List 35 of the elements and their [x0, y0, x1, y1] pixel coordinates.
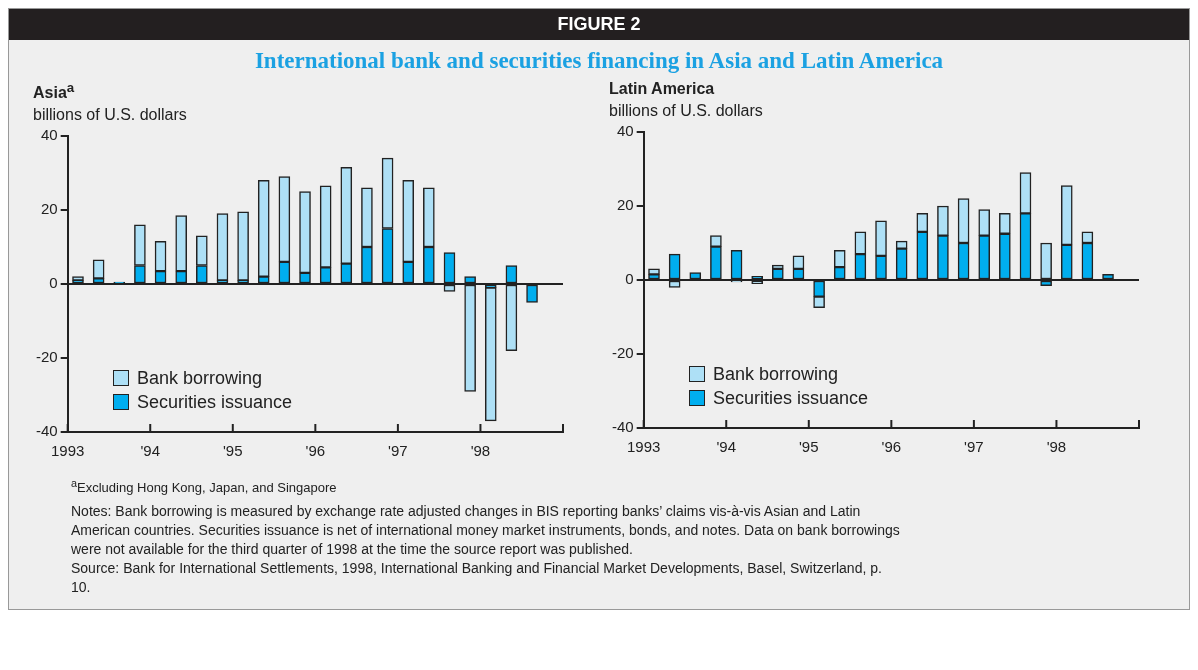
x-tick-label: '96: [305, 442, 326, 460]
x-tick-label: '94: [716, 438, 737, 456]
y-tick-label: 40: [40, 126, 58, 144]
y-axis-title: billions of U.S. dollars: [33, 106, 188, 125]
legend-label: Securities issuance: [137, 391, 293, 415]
y-tick-label: -40: [611, 418, 634, 436]
source-note: Source: Bank for International Settlements, 1998, International Banking and Financial Market Developments, Basel, Switzerland, p. 10.: [71, 558, 883, 597]
x-tick-label: '98: [470, 442, 491, 460]
y-tick-label: 40: [616, 122, 634, 140]
chart-subtitle: Asia$^{a}$: [33, 80, 76, 103]
legend-label: Bank borrowing: [713, 363, 839, 386]
y-tick-label: -20: [35, 348, 58, 366]
text: $^{a}$Excluding Hong Kong, Japan, and Singapore: [71, 476, 338, 498]
legend-label: Securities issuance: [713, 387, 869, 410]
x-tick-label: '95: [799, 438, 819, 456]
caption: FIGURE 2: [9, 9, 1189, 40]
x-tick-label: '97: [388, 442, 408, 460]
x-tick-label: '98: [1046, 438, 1067, 456]
chart-title: International bank and securities financing in Asia and Latin America: [253, 48, 945, 74]
x-tick-label: '94: [140, 442, 161, 460]
x-tick-label: 1993: [50, 442, 85, 460]
y-tick-label: -20: [611, 344, 634, 362]
x-tick-label: '95: [223, 442, 243, 460]
legend-label: Bank borrowing: [137, 367, 263, 391]
y-tick-label: 20: [616, 196, 634, 214]
y-tick-label: 0: [49, 274, 58, 292]
text: Notes: Bank borrowing is measured by exchange rate adjusted changes in BIS reporting banks’ claims vis-à-vis Asian and Latin American countries. Securities issuance is net of international money market instruments, bonds, and notes. Data on bank borrowings were not available for the third quarter of 1998 at the time the source report was published.: [71, 501, 901, 559]
y-tick-label: 0: [625, 270, 634, 288]
y-tick-label: 20: [40, 200, 58, 218]
y-axis-title: billions of U.S. dollars: [609, 102, 764, 120]
y-tick-label: -40: [35, 422, 58, 440]
chart-subtitle: Latin America: [609, 80, 716, 98]
x-tick-label: '97: [964, 438, 984, 456]
x-tick-label: 1993: [626, 438, 661, 456]
x-tick-label: '96: [881, 438, 902, 456]
